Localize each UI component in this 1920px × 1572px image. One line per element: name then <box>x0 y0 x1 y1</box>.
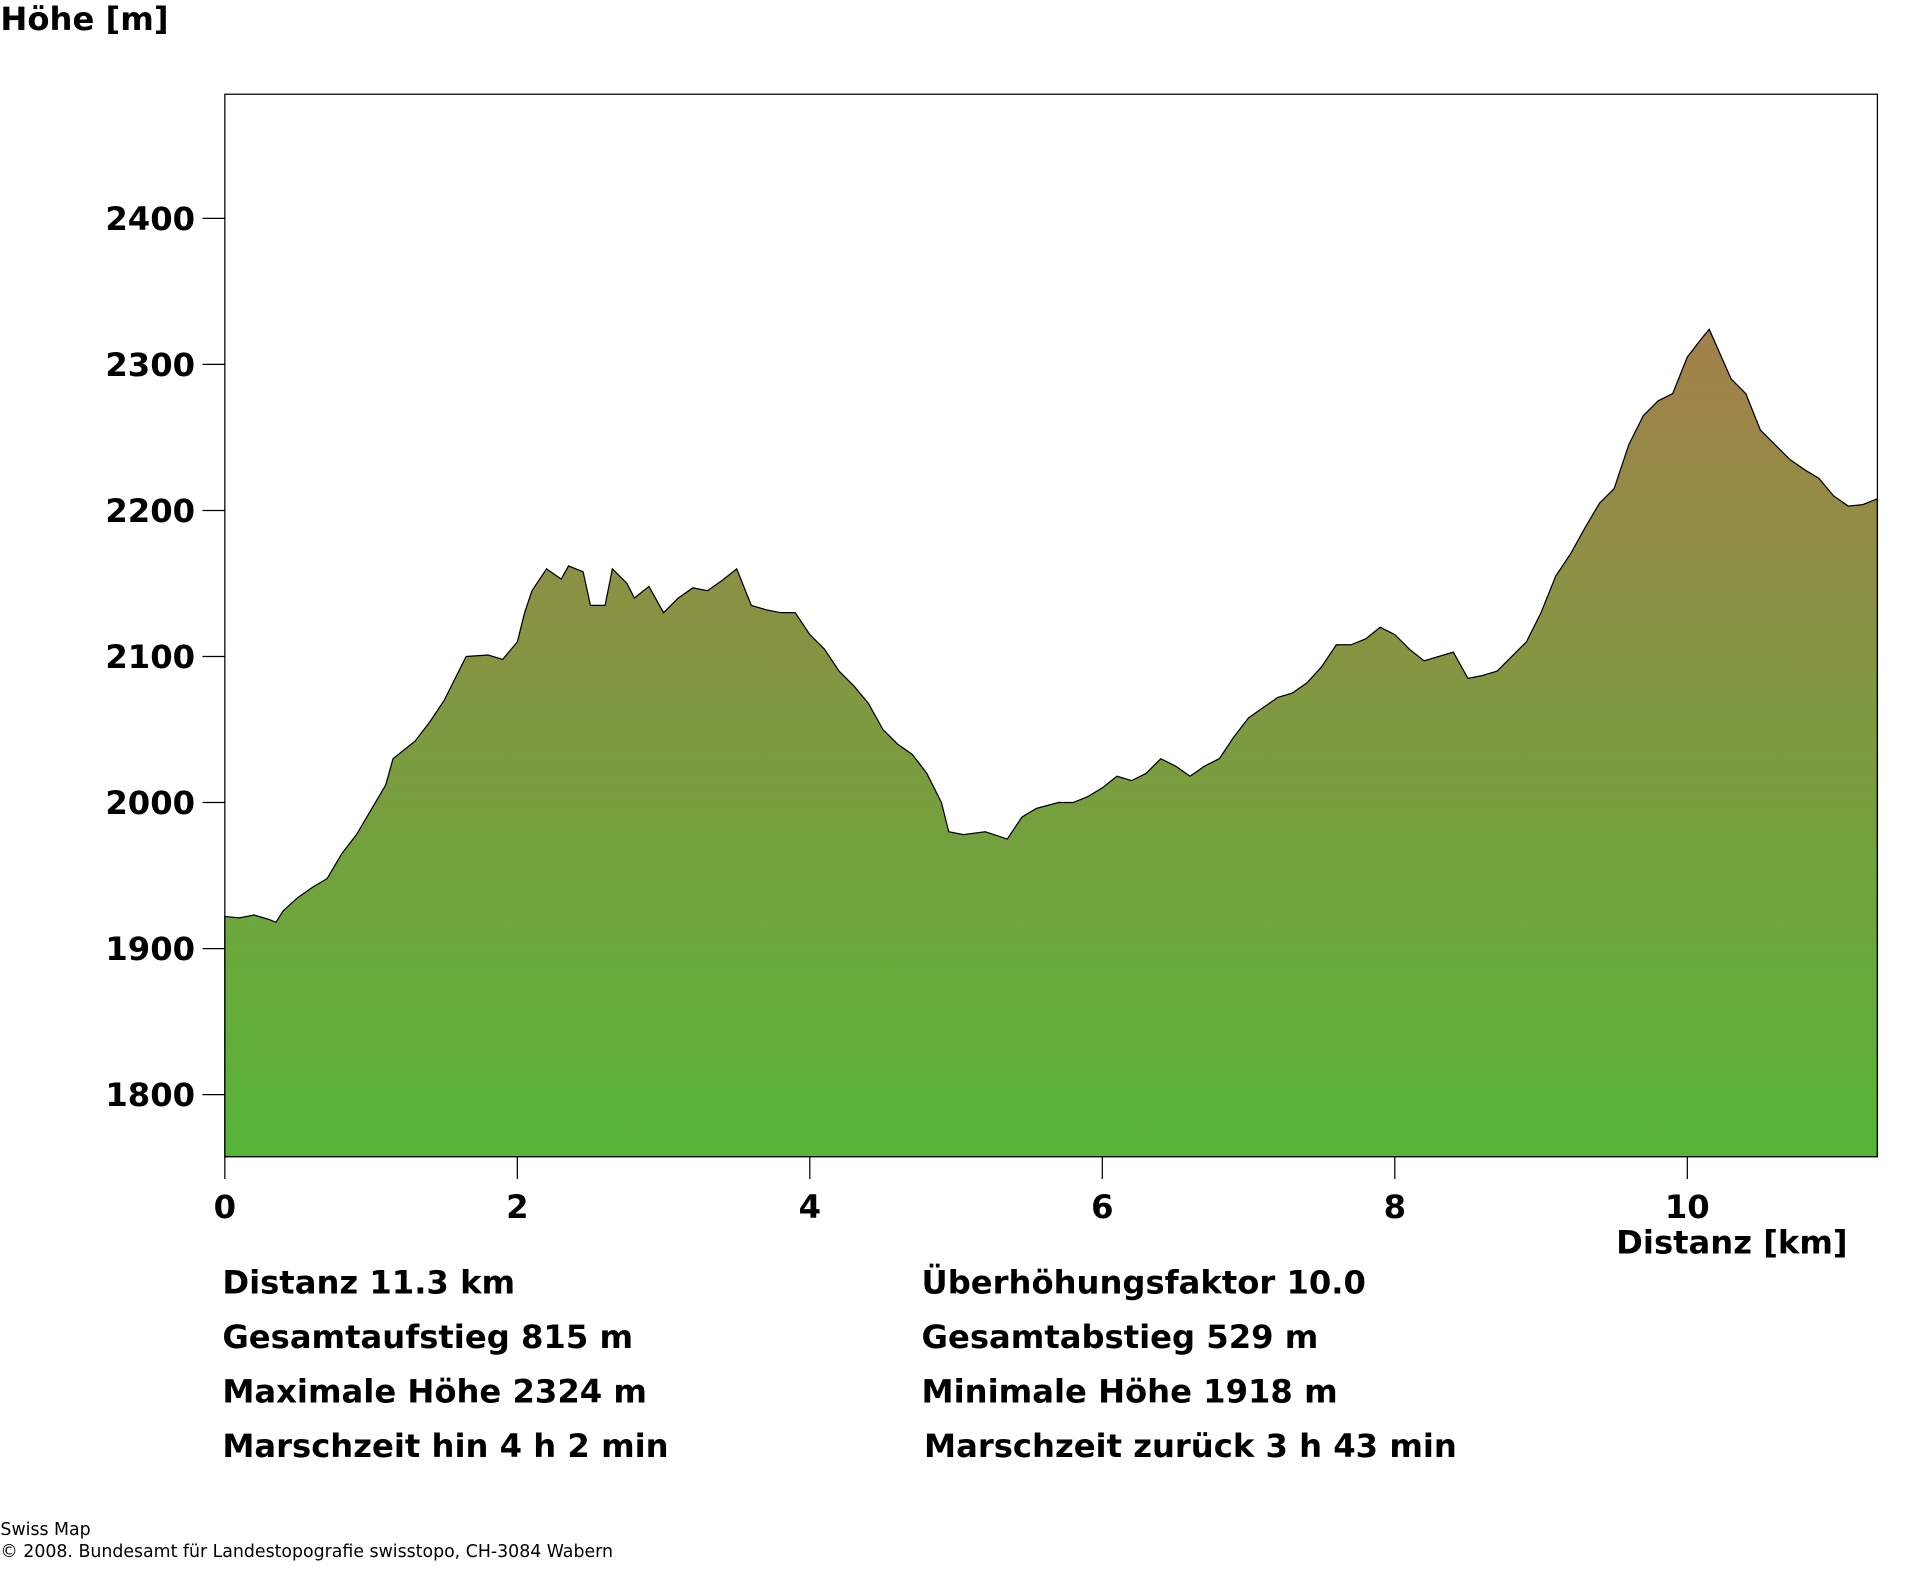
y-tick-label: 2000 <box>105 784 195 822</box>
x-tick-label: 6 <box>1091 1188 1113 1226</box>
stat: Gesamtaufstieg 815 m <box>222 1318 633 1356</box>
stat: Marschzeit hin 4 h 2 min <box>222 1427 668 1465</box>
y-tick-label: 2100 <box>105 638 195 676</box>
stat: Überhöhungsfaktor 10.0 <box>922 1263 1366 1301</box>
footer: Swiss Map <box>0 1520 90 1540</box>
y-axis-label: Höhe [m] <box>0 0 168 38</box>
y-tick-label: 1900 <box>105 930 195 968</box>
y-tick-label: 1800 <box>105 1076 195 1114</box>
stat: Marschzeit zurück 3 h 43 min <box>924 1427 1457 1465</box>
stat: Distanz 11.3 km <box>222 1263 515 1301</box>
stat: Gesamtabstieg 529 m <box>922 1318 1319 1356</box>
x-axis-label: Distanz [km] <box>1616 1224 1847 1262</box>
x-tick-label: 8 <box>1384 1188 1406 1226</box>
stat: Minimale Höhe 1918 m <box>922 1372 1338 1410</box>
stat: Maximale Höhe 2324 m <box>222 1372 647 1410</box>
area <box>224 328 1879 1158</box>
x-tick-label: 0 <box>214 1188 236 1226</box>
x-tick-label: 2 <box>506 1188 528 1226</box>
y-tick-label: 2300 <box>105 346 195 384</box>
y-tick-label: 2400 <box>105 200 195 238</box>
plot-frame <box>224 93 1879 1158</box>
x-tick-label: 10 <box>1665 1188 1710 1226</box>
y-tick-label: 2200 <box>105 492 195 530</box>
x-tick-label: 4 <box>799 1188 821 1226</box>
footer: © 2008. Bundesamt für Landestopografie s… <box>0 1542 613 1562</box>
